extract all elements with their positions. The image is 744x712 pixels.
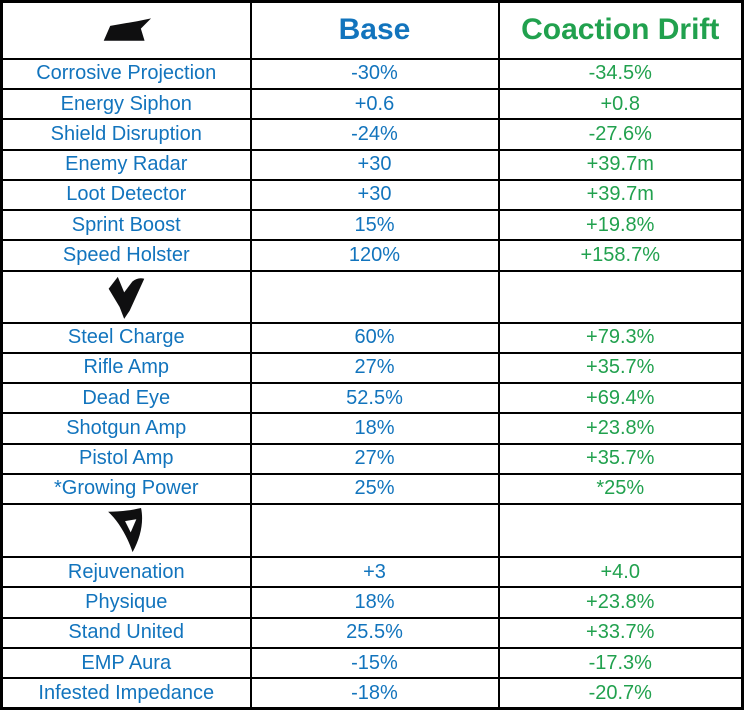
table-row: Energy Siphon +0.6 +0.8 (0, 88, 744, 121)
table-row: Sprint Boost 15% +19.8% (0, 209, 744, 242)
drift-value-cell: +79.3% (497, 321, 744, 354)
mod-name-cell: Energy Siphon (0, 88, 252, 121)
drift-value-cell: -17.3% (497, 646, 744, 680)
table-row: Shield Disruption -24% -27.6% (0, 118, 744, 151)
mod-name-cell: Pistol Amp (0, 442, 252, 475)
drift-value-cell: -20.7% (497, 677, 744, 710)
drift-value-cell: +35.7% (497, 351, 744, 385)
empty-cell (249, 503, 500, 559)
drift-value-cell: -27.6% (497, 118, 744, 151)
mod-name-cell: Loot Detector (0, 178, 252, 212)
drift-value-cell: +23.8% (497, 586, 744, 619)
mod-name-cell: Infested Impedance (0, 677, 252, 710)
base-value-cell: 60% (249, 321, 500, 354)
table-row: Stand United 25.5% +33.7% (0, 616, 744, 649)
empty-cell (497, 269, 744, 324)
drift-value-cell: +69.4% (497, 382, 744, 415)
base-value-cell: 120% (249, 239, 500, 272)
table-row: Speed Holster 120% +158.7% (0, 239, 744, 272)
mod-name-cell: EMP Aura (0, 646, 252, 680)
table-row: Pistol Amp 27% +35.7% (0, 442, 744, 475)
table-row: Enemy Radar +30 +39.7m (0, 148, 744, 181)
table-row: Corrosive Projection -30% -34.5% (0, 57, 744, 91)
base-value-cell: 25.5% (249, 616, 500, 649)
base-value-cell: 52.5% (249, 382, 500, 415)
empty-cell (249, 269, 500, 324)
table-row: Rifle Amp 27% +35.7% (0, 351, 744, 385)
coaction-drift-column-header: Coaction Drift (497, 0, 744, 60)
table-row: Physique 18% +23.8% (0, 586, 744, 619)
base-value-cell: 25% (249, 472, 500, 506)
base-value-cell: 27% (249, 442, 500, 475)
drift-value-cell: +33.7% (497, 616, 744, 649)
base-value-cell: 27% (249, 351, 500, 385)
base-value-cell: -30% (249, 57, 500, 91)
table-row: Dead Eye 52.5% +69.4% (0, 382, 744, 415)
base-column-header: Base (249, 0, 500, 60)
empty-cell (497, 503, 744, 559)
base-value-cell: +30 (249, 148, 500, 181)
header-polarity-cell (0, 0, 252, 60)
section-polarity-cell (0, 269, 252, 324)
drift-value-cell: *25% (497, 472, 744, 506)
mod-name-cell: *Growing Power (0, 472, 252, 506)
table-row: Loot Detector +30 +39.7m (0, 178, 744, 212)
drift-value-cell: +39.7m (497, 178, 744, 212)
section-icon-row (0, 503, 744, 559)
drift-value-cell: +39.7m (497, 148, 744, 181)
base-value-cell: -18% (249, 677, 500, 710)
base-value-cell: +3 (249, 556, 500, 589)
drift-value-cell: +0.8 (497, 88, 744, 121)
drift-value-cell: -34.5% (497, 57, 744, 91)
mod-name-cell: Stand United (0, 616, 252, 649)
section-icon-row (0, 269, 744, 324)
mod-name-cell: Steel Charge (0, 321, 252, 354)
base-value-cell: 18% (249, 412, 500, 445)
table-row: Infested Impedance -18% -20.7% (0, 677, 744, 710)
table-row: Steel Charge 60% +79.3% (0, 321, 744, 354)
table-row: Rejuvenation +3 +4.0 (0, 556, 744, 589)
mod-name-cell: Dead Eye (0, 382, 252, 415)
table-row: *Growing Power 25% *25% (0, 472, 744, 506)
base-value-cell: 15% (249, 209, 500, 242)
mod-name-cell: Speed Holster (0, 239, 252, 272)
mod-name-cell: Shotgun Amp (0, 412, 252, 445)
madurai-polarity-icon (108, 276, 145, 319)
table-row: Shotgun Amp 18% +23.8% (0, 412, 744, 445)
base-value-cell: -15% (249, 646, 500, 680)
mod-name-cell: Shield Disruption (0, 118, 252, 151)
drift-value-cell: +4.0 (497, 556, 744, 589)
table-row: EMP Aura -15% -17.3% (0, 646, 744, 680)
mod-name-cell: Corrosive Projection (0, 57, 252, 91)
base-value-cell: -24% (249, 118, 500, 151)
naramon-polarity-icon (103, 18, 152, 41)
base-value-cell: +30 (249, 178, 500, 212)
mod-name-cell: Enemy Radar (0, 148, 252, 181)
mod-name-cell: Rejuvenation (0, 556, 252, 589)
vazarin-polarity-icon (108, 508, 143, 553)
drift-value-cell: +23.8% (497, 412, 744, 445)
mod-name-cell: Physique (0, 586, 252, 619)
drift-value-cell: +35.7% (497, 442, 744, 475)
section-polarity-cell (0, 503, 252, 559)
table-header-row: Base Coaction Drift (0, 0, 744, 60)
mod-name-cell: Rifle Amp (0, 351, 252, 385)
base-value-cell: +0.6 (249, 88, 500, 121)
drift-value-cell: +158.7% (497, 239, 744, 272)
drift-value-cell: +19.8% (497, 209, 744, 242)
mod-name-cell: Sprint Boost (0, 209, 252, 242)
base-value-cell: 18% (249, 586, 500, 619)
